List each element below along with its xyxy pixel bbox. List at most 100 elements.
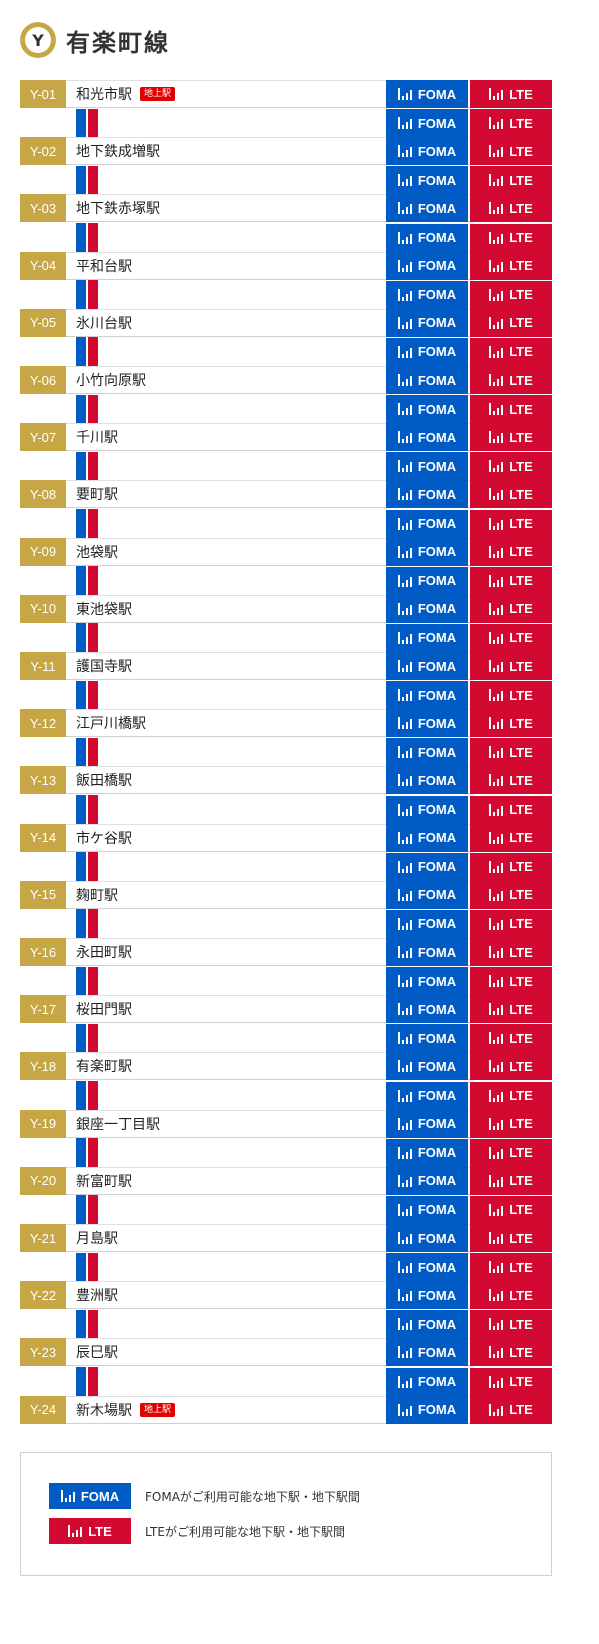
station-row: Y-21 月島駅 FOMA LTE (20, 1224, 552, 1252)
antenna-signal-icon (397, 88, 412, 100)
station-name-label: 東池袋駅 (76, 601, 132, 618)
lte-segment (87, 1081, 98, 1110)
legend-item-lte: LTE LTEがご利用可能な地下駅・地下駅間 (49, 1518, 345, 1544)
foma-badge-label: FOMA (417, 944, 457, 960)
foma-badge: FOMA (386, 623, 468, 652)
antenna-signal-icon (489, 1261, 504, 1274)
foma-badge-label: FOMA (417, 230, 457, 245)
foma-badge: FOMA (386, 251, 468, 280)
station-row: Y-12 江戸川橋駅 FOMA LTE (20, 709, 552, 738)
lte-badge: LTE (470, 652, 552, 680)
station-name: 小竹向原駅 (76, 366, 146, 394)
lte-badge-label: LTE (509, 715, 533, 731)
tunnel-segment-icon (76, 1195, 98, 1224)
antenna-signal-icon (489, 602, 504, 615)
lte-badge: LTE (470, 1166, 552, 1195)
lte-badge: LTE (470, 1338, 552, 1367)
station-code: Y-22 (20, 1281, 66, 1310)
between-stations-row: FOMA LTE (20, 1252, 552, 1282)
lte-badge: LTE (470, 1281, 552, 1310)
segment-divider (86, 394, 88, 424)
foma-badge-label: FOMA (417, 887, 457, 903)
line-header: Y 有楽町線 (20, 22, 170, 58)
station-code: Y-10 (20, 594, 66, 623)
station-row: Y-04 平和台駅 FOMA LTE (20, 251, 552, 280)
lte-badge: LTE (470, 766, 552, 795)
between-stations-row: FOMA LTE (20, 852, 552, 881)
between-stations-row: FOMA LTE (20, 280, 552, 309)
lte-badge: LTE (470, 1109, 552, 1138)
foma-badge: FOMA (386, 1224, 468, 1252)
station-row: Y-24 新木場駅 地上駅 FOMA LTE (20, 1395, 552, 1424)
coverage-badges: FOMA LTE (384, 395, 552, 424)
antenna-signal-icon (397, 117, 412, 130)
coverage-badges: FOMA LTE (384, 1195, 552, 1224)
antenna-signal-icon (397, 774, 412, 787)
antenna-signal-icon (397, 517, 412, 530)
lte-segment (87, 737, 98, 767)
station-name: 東池袋駅 (76, 595, 132, 623)
station-code: Y-09 (20, 537, 66, 566)
foma-segment (76, 1367, 87, 1396)
coverage-badges: FOMA LTE (384, 594, 552, 623)
antenna-signal-icon (397, 488, 412, 501)
lte-segment (87, 1309, 98, 1339)
foma-badge-label: FOMA (417, 200, 457, 216)
segment-divider (86, 966, 88, 996)
station-name: 新木場駅 地上駅 (76, 1396, 176, 1424)
antenna-signal-icon (489, 946, 504, 958)
lte-badge: LTE (470, 137, 552, 166)
foma-badge: FOMA (386, 395, 468, 424)
lte-badge-label: LTE (509, 1344, 533, 1360)
foma-badge-label: FOMA (417, 372, 457, 388)
foma-segment (76, 1252, 87, 1282)
station-row: Y-10 東池袋駅 FOMA LTE (20, 594, 552, 623)
segment-divider (86, 1081, 88, 1110)
foma-badge-label: FOMA (417, 658, 457, 674)
lte-segment (87, 680, 98, 710)
lte-badge: LTE (470, 1224, 552, 1252)
foma-badge-label: FOMA (417, 1145, 457, 1161)
coverage-badges: FOMA LTE (384, 194, 552, 223)
foma-badge-label: FOMA (417, 1344, 457, 1360)
antenna-signal-icon (489, 1089, 504, 1102)
foma-badge-label: FOMA (417, 1316, 457, 1332)
lte-badge: LTE (470, 395, 552, 424)
foma-badge-label: FOMA (80, 1488, 120, 1504)
foma-badge: FOMA (386, 1395, 468, 1424)
station-name: 麹町駅 (76, 881, 118, 909)
foma-badge: FOMA (386, 795, 468, 824)
segment-divider (86, 337, 88, 366)
foma-badge: FOMA (49, 1483, 131, 1509)
coverage-badges: FOMA LTE (384, 280, 552, 309)
foma-badge: FOMA (386, 681, 468, 710)
lte-segment (87, 337, 98, 366)
foma-badge: FOMA (386, 709, 468, 738)
foma-segment (76, 623, 87, 652)
antenna-signal-icon (489, 831, 504, 844)
antenna-signal-icon (397, 831, 412, 844)
station-name: 新富町駅 (76, 1167, 132, 1195)
legend-text: LTEがご利用可能な地下駅・地下駅間 (145, 1524, 345, 1539)
coverage-badges: FOMA LTE (384, 509, 552, 538)
foma-badge: FOMA (386, 194, 468, 223)
coverage-badges: FOMA LTE (384, 480, 552, 509)
antenna-signal-icon (397, 1003, 412, 1016)
segment-divider (86, 165, 88, 195)
lte-badge-label: LTE (509, 516, 533, 531)
foma-segment (76, 394, 87, 424)
station-row: Y-08 要町駅 FOMA LTE (20, 480, 552, 509)
coverage-badges: FOMA LTE (384, 852, 552, 881)
station-name: 氷川台駅 (76, 309, 132, 337)
segment-divider (86, 1367, 88, 1396)
coverage-badges: FOMA LTE (384, 80, 552, 108)
lte-badge-label: LTE (509, 486, 533, 502)
station-name: 平和台駅 (76, 252, 132, 280)
foma-badge: FOMA (386, 1281, 468, 1310)
between-stations-row: FOMA LTE (20, 337, 552, 366)
above-ground-badge: 地上駅 (140, 87, 176, 101)
lte-segment (87, 566, 98, 595)
antenna-signal-icon (397, 316, 412, 329)
coverage-badges: FOMA LTE (384, 251, 552, 280)
station-code: Y-06 (20, 366, 66, 394)
